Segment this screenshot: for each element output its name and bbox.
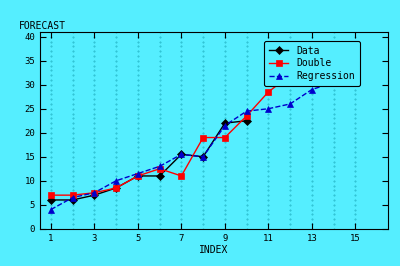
- Line: Regression: Regression: [48, 77, 358, 212]
- Text: FORECAST: FORECAST: [19, 21, 66, 31]
- Regression: [288, 102, 292, 106]
- X-axis label: INDEX: INDEX: [199, 246, 229, 255]
- Double: [288, 73, 292, 77]
- Double: [244, 114, 249, 118]
- Double: [92, 191, 97, 194]
- Double: [266, 90, 271, 94]
- Line: Data: Data: [48, 118, 250, 203]
- Data: [222, 122, 227, 125]
- Regression: [201, 155, 206, 158]
- Regression: [48, 208, 53, 211]
- Regression: [136, 172, 140, 175]
- Legend: Data, Double, Regression: Data, Double, Regression: [264, 41, 360, 86]
- Regression: [114, 179, 118, 182]
- Line: Double: Double: [48, 44, 336, 198]
- Double: [70, 194, 75, 197]
- Double: [114, 186, 118, 190]
- Data: [136, 174, 140, 177]
- Regression: [331, 81, 336, 84]
- Double: [136, 174, 140, 177]
- Regression: [222, 124, 227, 127]
- Data: [179, 153, 184, 156]
- Regression: [353, 78, 358, 81]
- Double: [157, 167, 162, 170]
- Double: [331, 45, 336, 48]
- Data: [114, 186, 118, 190]
- Regression: [310, 88, 314, 91]
- Regression: [157, 165, 162, 168]
- Regression: [244, 110, 249, 113]
- Data: [157, 174, 162, 177]
- Regression: [266, 107, 271, 110]
- Double: [201, 136, 206, 139]
- Data: [92, 194, 97, 197]
- Regression: [70, 196, 75, 199]
- Double: [48, 194, 53, 197]
- Data: [244, 119, 249, 122]
- Data: [48, 198, 53, 202]
- Double: [222, 136, 227, 139]
- Data: [70, 198, 75, 202]
- Data: [201, 155, 206, 158]
- Double: [179, 174, 184, 177]
- Regression: [92, 191, 97, 194]
- Regression: [179, 153, 184, 156]
- Double: [310, 59, 314, 62]
